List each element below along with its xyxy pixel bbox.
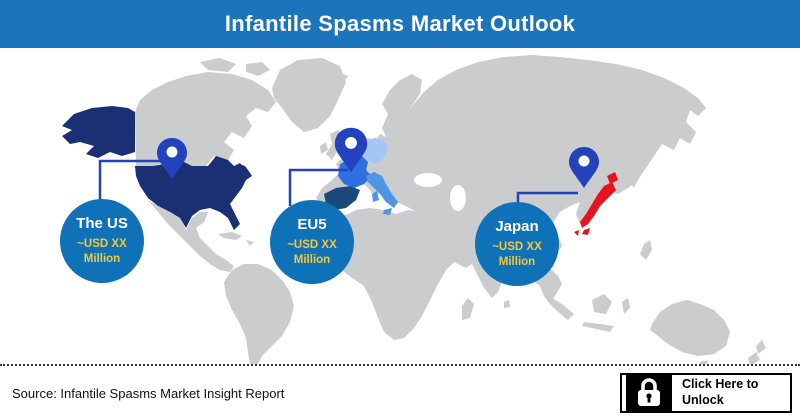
eu5-connector-line [288,168,348,206]
country-japan-highlight [574,172,618,236]
country-us-highlight [135,156,252,230]
caspian-sea [450,185,466,211]
badge-japan: Japan ~USD XX Million [475,202,559,286]
arctic-islands [200,58,270,76]
world-map-area: The US ~USD XX Million EU5 ~USD XX Milli… [0,48,800,364]
islands-indonesia [548,294,630,332]
region-scandinavia [382,74,422,140]
badge-region-value: ~USD XX Million [492,241,542,268]
black-sea [414,173,442,187]
badge-region-value: ~USD XX Million [77,238,127,265]
region-mexico-central-america [148,200,234,272]
island-greenland [272,58,346,132]
island-iceland [326,72,348,84]
world-map [62,55,766,364]
continent-north-america-canada [135,72,276,166]
unlock-button[interactable]: Click Here to Unlock [620,373,792,413]
caribbean-islands [218,232,254,246]
page-title: Infantile Spasms Market Outlook [224,11,576,36]
unlock-button-label: Click Here to Unlock [682,377,759,407]
island-ireland [320,142,328,154]
continent-eurasia [316,55,706,304]
country-germany-highlight [362,138,388,164]
island-sakhalin [630,164,640,188]
badge-region-name: EU5 [297,216,327,234]
eu5-map-pin-icon [334,127,368,173]
island-madagascar [462,298,474,320]
source-text: Source: Infantile Spasms Market Insight … [12,385,285,401]
continent-south-america [224,264,294,364]
japan-connector-line [516,191,578,205]
country-spain-highlight [324,186,360,210]
badge-the-us: The US ~USD XX Million [60,199,144,283]
country-italy-highlight [366,172,398,215]
island-sri-lanka [504,300,510,308]
badge-region-value: ~USD XX Million [287,239,337,266]
great-lakes [236,158,258,168]
japan-map-pin-icon [569,147,599,188]
badge-region-name: The US [76,215,128,233]
footer-bar: Source: Infantile Spasms Market Insight … [0,364,800,420]
islands-new-zealand [748,340,766,364]
badge-region-name: Japan [495,218,539,236]
header-bar: Infantile Spasms Market Outlook [0,0,800,48]
country-alaska-highlight [62,106,135,158]
islands-philippines [640,240,652,260]
continent-africa [326,208,462,340]
continent-australia [650,300,730,364]
badge-eu5: EU5 ~USD XX Million [270,200,354,284]
us-map-pin-icon [157,138,187,179]
lock-icon [626,375,672,411]
us-connector-line [98,159,170,201]
